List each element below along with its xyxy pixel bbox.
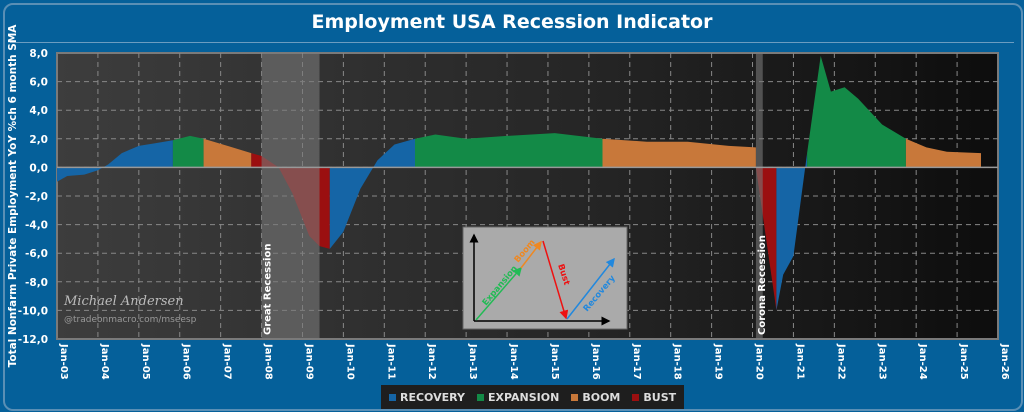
x-tick-label: Jan-23 — [876, 343, 887, 380]
y-tick-label: -10,0 — [18, 305, 48, 317]
x-tick-label: Jan-10 — [344, 343, 355, 380]
x-tick-label: Jan-22 — [835, 343, 846, 380]
y-tick-label: 2,0 — [29, 134, 48, 146]
area-segment-expansion — [415, 133, 603, 168]
x-tick-label: Jan-12 — [426, 343, 437, 380]
legend-label-boom: BOOM — [582, 390, 621, 404]
area-segment-boom — [602, 138, 756, 168]
chart-title: Employment USA Recession Indicator — [311, 11, 713, 33]
y-axis-label: Total Nonfarm Private Employment YoY %ch… — [7, 24, 19, 368]
x-tick-label: Jan-14 — [508, 343, 519, 380]
x-tick-label: Jan-25 — [958, 343, 969, 380]
x-tick-label: Jan-15 — [549, 343, 560, 380]
watermark-handle: @tradeonmacro.com/mseesp — [64, 315, 197, 325]
y-tick-label: -8,0 — [25, 277, 48, 289]
legend-bust: BUST — [632, 391, 676, 404]
legend-swatch-bust — [632, 393, 640, 401]
x-tick-label: Jan-06 — [181, 343, 192, 380]
y-tick-label: -6,0 — [25, 248, 48, 260]
area-segment-recovery — [57, 140, 173, 182]
watermark-name: Michael Andersen — [63, 294, 184, 309]
x-tick-label: Jan-17 — [631, 343, 642, 380]
y-tick-label: -12,0 — [18, 334, 48, 346]
recession-band — [755, 54, 763, 338]
x-tick-label: Jan-16 — [590, 343, 601, 380]
x-tick-label: Jan-03 — [58, 343, 69, 380]
x-tick-label: Jan-11 — [385, 343, 396, 380]
legend-expansion: EXPANSION — [476, 390, 560, 404]
legend-label-bust: BUST — [643, 390, 677, 404]
legend-swatch-boom — [571, 393, 579, 401]
x-tick-label: Jan-20 — [754, 343, 765, 380]
recession-label: Corona Recession — [757, 235, 768, 335]
x-tick-label: Jan-18 — [672, 343, 683, 380]
legend-swatch-expansion — [476, 393, 484, 401]
area-segment-boom — [905, 138, 981, 168]
y-tick-label: 4,0 — [29, 105, 48, 117]
y-tick-label: 0,0 — [29, 162, 48, 174]
y-tick-label: -4,0 — [25, 220, 48, 232]
area-segment-boom — [203, 138, 252, 168]
recession-band — [261, 54, 320, 338]
x-tick-label: Jan-09 — [303, 343, 314, 380]
title-divider — [10, 42, 1014, 43]
legend-label-expansion: EXPANSION — [487, 390, 560, 404]
area-segment-expansion — [172, 135, 204, 168]
legend-label-recovery: RECOVERY — [400, 390, 465, 404]
recession-label: Great Recession — [263, 244, 274, 335]
x-tick-label: Jan-04 — [99, 343, 110, 380]
area-segment-recovery — [776, 153, 808, 311]
legend-recovery: RECOVERY — [389, 391, 465, 404]
legend-boom: BOOM — [571, 391, 620, 404]
legend: RECOVERY EXPANSION BOOM BUST — [381, 385, 685, 409]
x-tick-label: Jan-08 — [263, 343, 274, 380]
x-tick-label: Jan-24 — [917, 343, 928, 380]
legend-swatch-recovery — [389, 393, 396, 401]
y-tick-label: 8,0 — [29, 48, 48, 60]
y-tick-label: -2,0 — [25, 191, 48, 203]
x-tick-label: Jan-05 — [140, 343, 151, 380]
area-segment-recovery — [329, 138, 415, 249]
x-tick-label: Jan-19 — [713, 343, 724, 380]
x-tick-label: Jan-13 — [467, 343, 478, 380]
y-tick-label: 6,0 — [29, 77, 48, 89]
area-segment-expansion — [807, 55, 906, 168]
x-tick-label: Jan-07 — [222, 343, 233, 380]
cycle-diagram-inset: Expansion Boom Bust Recovery — [462, 226, 628, 330]
x-tick-label: Jan-26 — [999, 343, 1010, 380]
x-tick-label: Jan-21 — [794, 343, 805, 380]
